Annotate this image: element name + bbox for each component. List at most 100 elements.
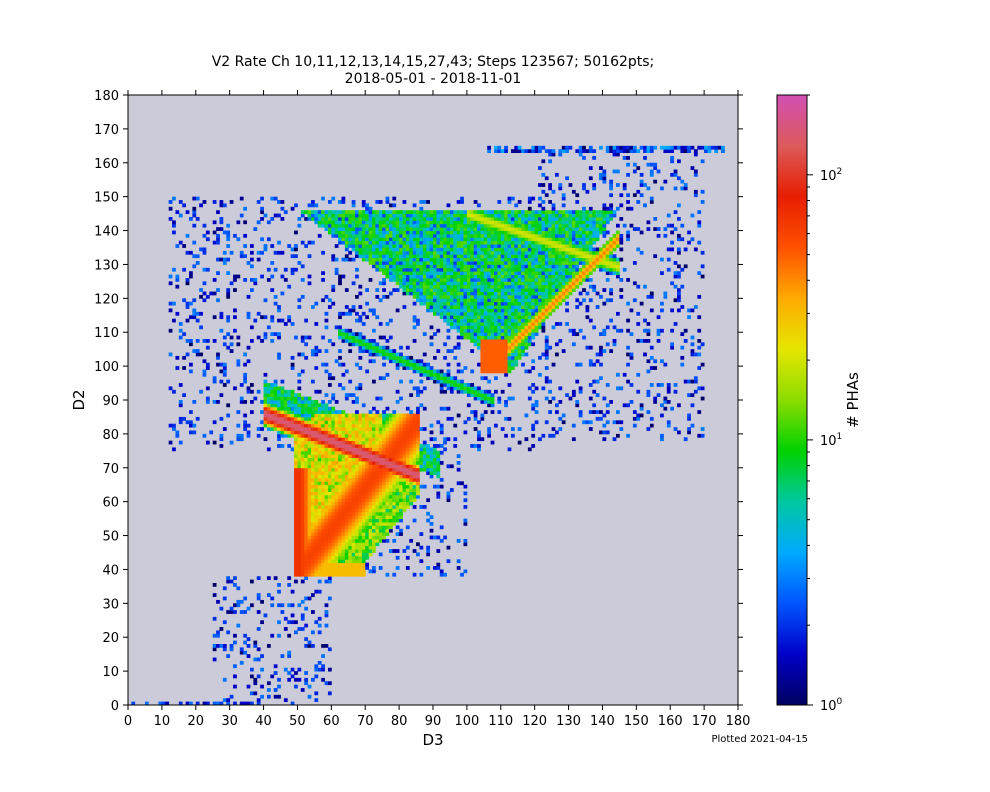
heatmap-cell — [473, 284, 478, 289]
heatmap-cell — [300, 477, 305, 482]
heatmap-cell — [317, 440, 322, 445]
heatmap-cell — [348, 491, 353, 496]
heatmap-cell — [602, 247, 607, 252]
heatmap-cell — [334, 542, 339, 547]
heatmap-cell — [375, 352, 380, 357]
heatmap-cell — [304, 511, 309, 516]
heatmap-cell — [531, 318, 536, 323]
heatmap-cell — [365, 430, 370, 435]
heatmap-cell — [507, 240, 512, 245]
heatmap-cell — [378, 457, 383, 462]
heatmap-cell — [392, 454, 397, 459]
heatmap-cell — [449, 257, 454, 262]
heatmap-cell — [619, 247, 624, 252]
heatmap-cell — [599, 267, 603, 272]
heatmap-cell — [222, 698, 227, 703]
heatmap-cell — [551, 284, 556, 289]
heatmap-cell — [497, 352, 502, 357]
heatmap-cell — [660, 257, 664, 262]
heatmap-cell — [429, 342, 434, 347]
heatmap-cell — [500, 240, 505, 245]
heatmap-cell — [561, 244, 566, 248]
heatmap-cell — [419, 403, 424, 408]
heatmap-cell — [599, 250, 603, 255]
heatmap-cell — [399, 528, 403, 533]
heatmap-cell — [409, 271, 414, 276]
heatmap-cell — [416, 244, 420, 248]
heatmap-cell — [385, 264, 390, 269]
heatmap-cell — [355, 254, 359, 259]
heatmap-cell — [324, 508, 329, 513]
heatmap-cell — [385, 274, 390, 279]
heatmap-cell — [534, 254, 539, 259]
heatmap-cell — [561, 250, 566, 255]
heatmap-cell — [327, 427, 332, 431]
heatmap-cell — [382, 413, 386, 418]
heatmap-cell — [263, 386, 268, 391]
heatmap-cell — [236, 437, 241, 442]
heatmap-cell — [392, 518, 397, 523]
heatmap-cell — [677, 403, 681, 408]
heatmap-cell — [351, 427, 356, 431]
heatmap-cell — [527, 342, 532, 347]
heatmap-cell — [399, 362, 403, 367]
heatmap-cell — [287, 583, 292, 587]
heatmap-cell — [219, 393, 224, 398]
heatmap-cell — [321, 555, 325, 560]
heatmap-cell — [239, 660, 244, 665]
heatmap-cell — [256, 701, 261, 706]
heatmap-cell — [412, 318, 417, 323]
heatmap-cell — [466, 281, 471, 286]
heatmap-cell — [409, 250, 414, 255]
heatmap-cell — [372, 437, 376, 442]
heatmap-cell — [538, 274, 542, 279]
heatmap-cell — [500, 274, 505, 279]
heatmap-cell — [388, 274, 393, 279]
heatmap-cell — [273, 403, 278, 408]
heatmap-cell — [290, 267, 295, 272]
heatmap-cell — [287, 620, 292, 625]
heatmap-cell — [256, 596, 261, 601]
heatmap-cell — [409, 410, 414, 414]
heatmap-cell — [385, 464, 390, 469]
heatmap-cell — [412, 464, 417, 469]
heatmap-cell — [443, 250, 447, 255]
heatmap-cell — [399, 359, 403, 364]
heatmap-cell — [456, 288, 461, 292]
heatmap-cell — [531, 271, 536, 276]
heatmap-cell — [504, 240, 508, 245]
heatmap-cell — [436, 257, 441, 262]
heatmap-cell — [341, 484, 346, 489]
heatmap-cell — [287, 603, 292, 608]
heatmap-cell — [375, 440, 380, 445]
heatmap-cell — [456, 311, 461, 316]
heatmap-cell — [443, 372, 447, 377]
heatmap-cell — [680, 345, 685, 350]
heatmap-cell — [280, 433, 285, 438]
heatmap-cell — [297, 491, 302, 496]
heatmap-cell — [433, 308, 437, 313]
heatmap-cell — [599, 349, 603, 353]
heatmap-cell — [294, 620, 298, 625]
heatmap-cell — [548, 291, 553, 296]
heatmap-cell — [263, 416, 268, 421]
heatmap-cell — [189, 701, 193, 706]
heatmap-cell — [527, 250, 532, 255]
heatmap-cell — [409, 467, 414, 472]
heatmap-cell — [480, 437, 485, 442]
heatmap-cell — [297, 603, 302, 608]
heatmap-cell — [382, 335, 386, 340]
heatmap-cell — [700, 362, 705, 367]
heatmap-cell — [355, 294, 359, 299]
heatmap-cell — [480, 325, 485, 330]
heatmap-cell — [639, 301, 644, 306]
heatmap-cell — [341, 311, 346, 316]
heatmap-cell — [344, 450, 349, 455]
heatmap-cell — [372, 522, 376, 526]
heatmap-cell — [372, 427, 376, 431]
heatmap-cell — [480, 342, 485, 347]
heatmap-cell — [270, 413, 275, 418]
heatmap-cell — [470, 328, 475, 333]
heatmap-cell — [412, 339, 417, 343]
heatmap-cell — [497, 349, 502, 353]
